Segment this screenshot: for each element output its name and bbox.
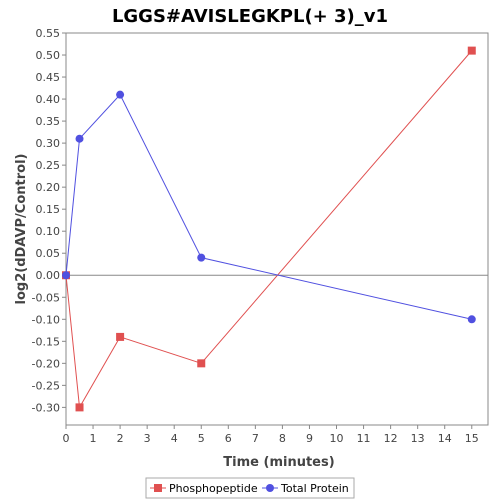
legend-box (145, 477, 355, 499)
x-tick-label: 8 (279, 432, 286, 445)
y-tick-label: 0.50 (36, 49, 61, 62)
y-tick-label: -0.30 (32, 401, 60, 414)
y-tick-label: -0.20 (32, 357, 60, 370)
x-tick-label: 10 (330, 432, 344, 445)
series-layer (62, 46, 476, 412)
chart-title: LGGS#AVISLEGKPL(+ 3)_v1 (112, 6, 388, 27)
data-point-total-protein (197, 253, 206, 262)
y-tick-label: 0.35 (36, 115, 61, 128)
x-tick-label: 4 (171, 432, 178, 445)
x-tick-label: 14 (438, 432, 452, 445)
data-point-phosphopeptide (467, 46, 476, 55)
y-tick-label: 0.30 (36, 137, 61, 150)
y-tick-label: 0.25 (36, 159, 61, 172)
y-tick-label: 0.55 (36, 27, 61, 40)
legend-label-phospho: Phosphopeptide (169, 482, 258, 495)
x-axis: 0 1 2 3 4 5 6 7 8 9 10 11 12 13 14 15 (63, 425, 479, 445)
y-tick-label: -0.25 (32, 379, 60, 392)
data-point-total-protein (116, 90, 125, 99)
y-axis-label: log2(dDAVP/Control) (14, 154, 29, 305)
legend-marker-phospho (154, 484, 162, 492)
y-tick-label: 0.00 (36, 269, 61, 282)
x-tick-label: 12 (384, 432, 398, 445)
y-tick-label: 0.45 (36, 71, 61, 84)
data-point-total-protein (75, 134, 84, 143)
data-point-phosphopeptide (75, 403, 84, 412)
x-tick-label: 11 (357, 432, 371, 445)
legend-label-total: Total Protein (280, 482, 349, 495)
y-tick-label: -0.15 (32, 335, 60, 348)
plot-area (65, 32, 489, 426)
x-tick-label: 5 (198, 432, 205, 445)
data-point-phosphopeptide (197, 359, 206, 368)
y-tick-label: 0.15 (36, 203, 61, 216)
y-tick-label: 0.40 (36, 93, 61, 106)
x-tick-label: 2 (117, 432, 124, 445)
x-tick-label: 7 (252, 432, 259, 445)
data-point-total-protein (467, 315, 476, 324)
y-tick-label: -0.10 (32, 313, 60, 326)
y-tick-label: -0.05 (32, 291, 60, 304)
y-tick-label: 0.10 (36, 225, 61, 238)
legend: Phosphopeptide Total Protein (145, 477, 355, 499)
x-tick-label: 3 (144, 432, 151, 445)
y-axis: 0.55 0.50 0.45 0.40 0.35 0.30 0.25 0.20 0.15 0.10… (32, 27, 66, 414)
data-point-phosphopeptide (116, 332, 125, 341)
x-tick-label: 9 (306, 432, 313, 445)
legend-marker-total (266, 484, 274, 492)
x-tick-label: 13 (411, 432, 425, 445)
x-tick-label: 0 (63, 432, 70, 445)
x-tick-label: 1 (90, 432, 97, 445)
x-axis-label: Time (minutes) (223, 455, 334, 470)
x-tick-label: 6 (225, 432, 232, 445)
y-tick-label: 0.05 (36, 247, 61, 260)
data-point-total-protein (62, 271, 70, 280)
y-tick-label: 0.20 (36, 181, 61, 194)
x-tick-label: 15 (465, 432, 479, 445)
